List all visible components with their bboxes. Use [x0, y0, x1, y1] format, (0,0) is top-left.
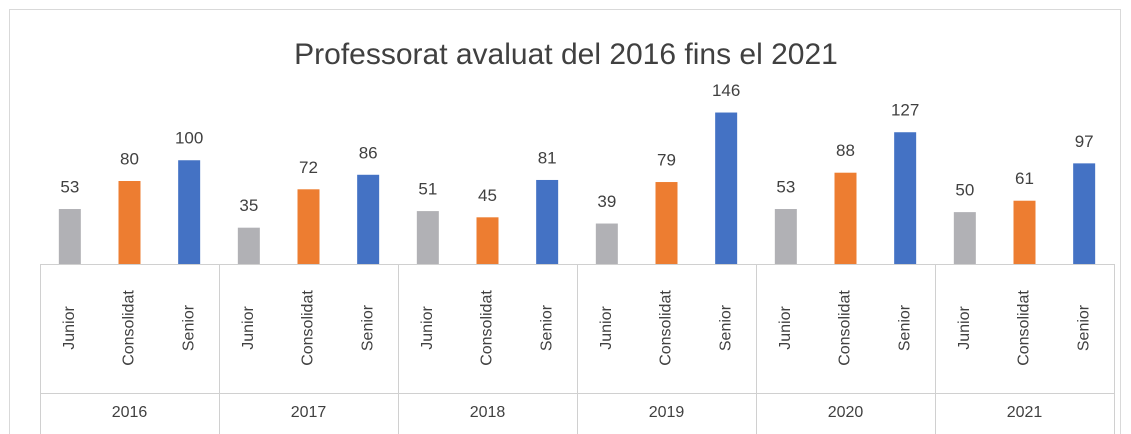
- data-label: 72: [299, 158, 318, 177]
- x-group-label: 2020: [828, 404, 864, 421]
- bar: [178, 160, 201, 264]
- data-label: 146: [712, 81, 740, 100]
- x-tick-label: Consolidat: [479, 290, 496, 366]
- bar: [237, 227, 260, 264]
- x-tick-label: Consolidat: [837, 290, 854, 366]
- bar: [894, 132, 917, 264]
- bar: [655, 182, 678, 264]
- x-tick-label: Senior: [538, 304, 555, 351]
- x-tick-label: Senior: [717, 304, 734, 351]
- data-label: 53: [60, 177, 79, 196]
- data-label: 81: [538, 148, 557, 167]
- bar: [536, 179, 559, 264]
- data-label: 61: [1015, 169, 1034, 188]
- x-group-label: 2016: [112, 404, 148, 421]
- x-tick-label: Consolidat: [300, 290, 317, 366]
- bar: [357, 174, 380, 264]
- x-tick-label: Senior: [896, 304, 913, 351]
- x-tick-label: Consolidat: [121, 290, 138, 366]
- data-label: 97: [1075, 132, 1094, 151]
- data-label: 127: [891, 101, 919, 120]
- x-group-label: 2017: [291, 404, 327, 421]
- data-label: 80: [120, 149, 139, 168]
- data-label: 39: [597, 192, 616, 211]
- x-group-label: 2021: [1007, 404, 1043, 421]
- bar: [1073, 163, 1096, 264]
- x-tick-label: Junior: [956, 306, 973, 350]
- bar: [953, 212, 976, 264]
- chart-border: [9, 9, 1121, 434]
- bar: [595, 223, 618, 264]
- data-label: 79: [657, 151, 676, 170]
- bar: [834, 172, 857, 264]
- data-label: 45: [478, 186, 497, 205]
- x-tick-label: Consolidat: [1016, 290, 1033, 366]
- x-group-label: 2018: [470, 404, 506, 421]
- chart-title: Professorat avaluat del 2016 fins el 202…: [294, 38, 838, 71]
- x-tick-label: Junior: [61, 306, 78, 350]
- x-tick-label: Senior: [1075, 304, 1092, 351]
- data-label: 51: [418, 180, 437, 199]
- data-label: 100: [175, 129, 203, 148]
- x-tick-label: Junior: [419, 306, 436, 350]
- bar: [58, 209, 81, 264]
- bar: [416, 211, 439, 264]
- x-tick-label: Junior: [777, 306, 794, 350]
- bar: [118, 181, 141, 264]
- data-label: 50: [955, 181, 974, 200]
- bar: [1013, 200, 1036, 264]
- bar: [774, 209, 797, 264]
- x-tick-label: Senior: [180, 304, 197, 351]
- bar: [715, 112, 738, 265]
- data-label: 86: [359, 143, 378, 162]
- x-tick-label: Consolidat: [658, 290, 675, 366]
- data-label: 53: [776, 177, 795, 196]
- x-group-label: 2019: [649, 404, 685, 421]
- bar: [297, 189, 320, 264]
- x-tick-label: Senior: [359, 304, 376, 351]
- x-tick-label: Junior: [240, 306, 257, 350]
- data-label: 35: [239, 196, 258, 215]
- x-tick-label: Junior: [598, 306, 615, 350]
- data-label: 88: [836, 141, 855, 160]
- bar: [476, 217, 499, 264]
